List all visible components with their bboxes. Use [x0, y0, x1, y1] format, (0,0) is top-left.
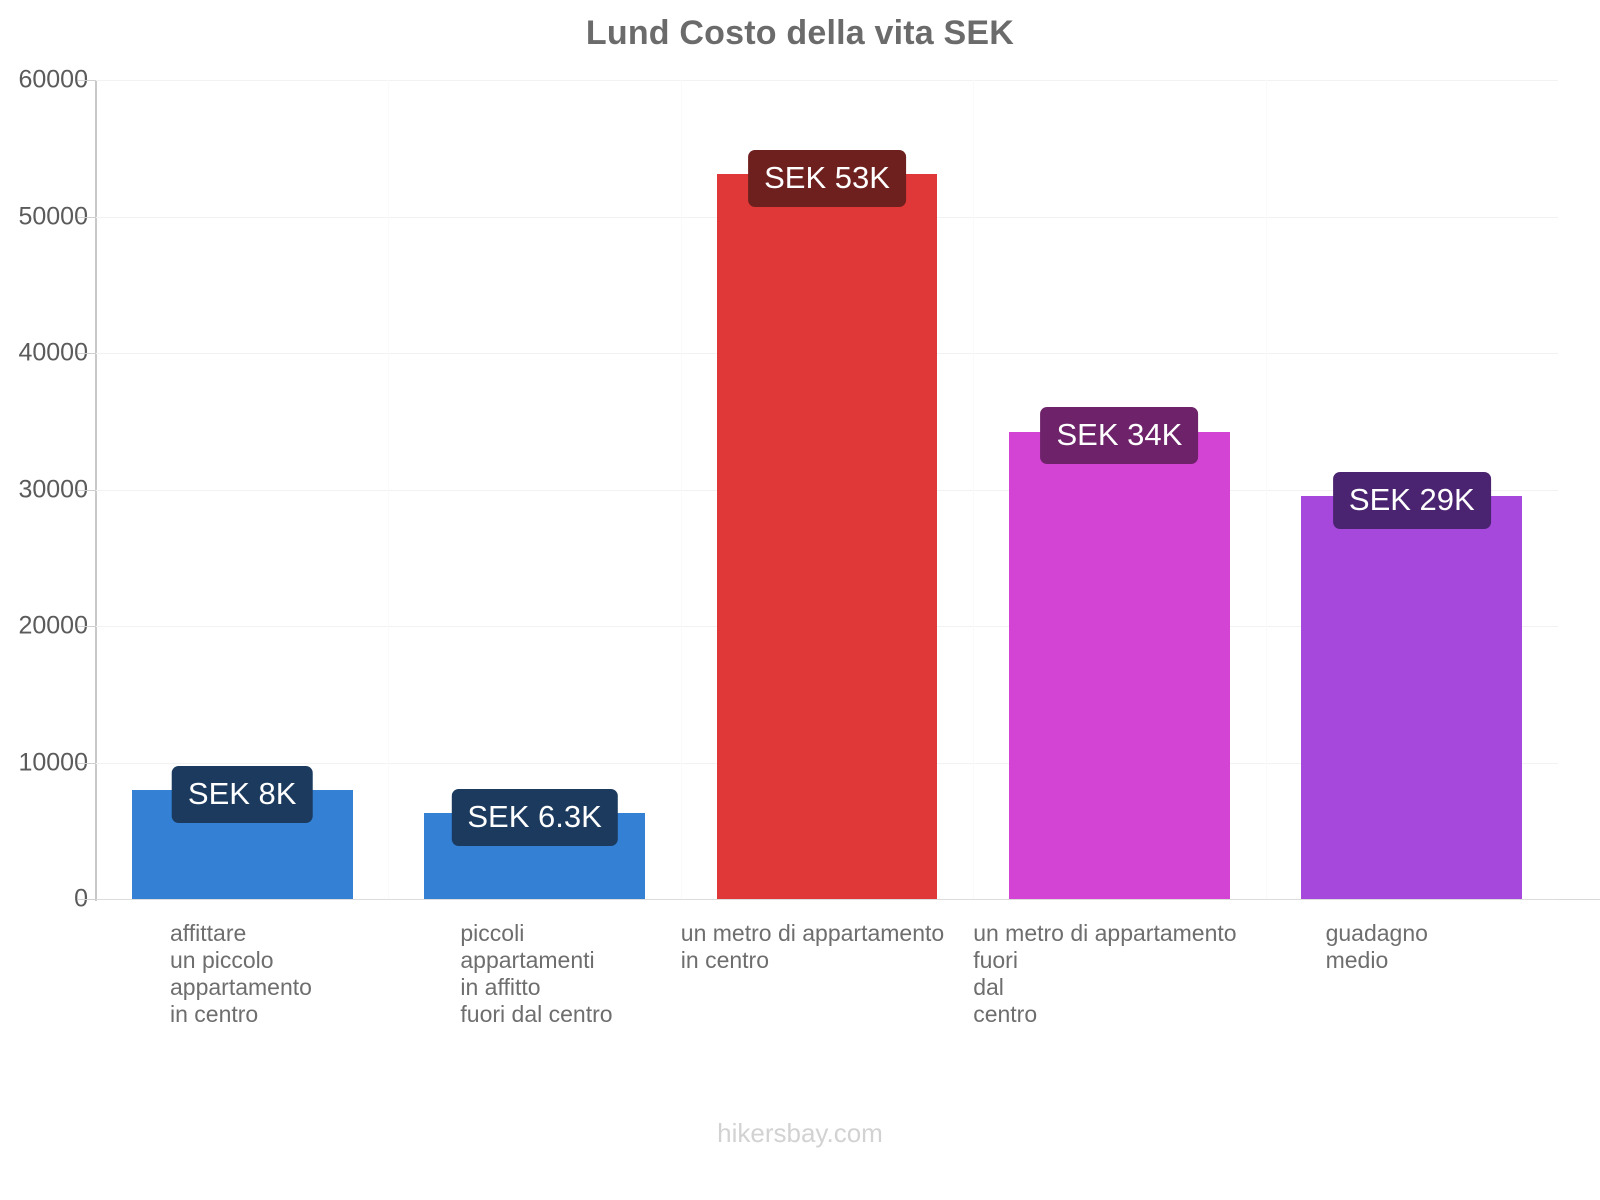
y-axis-tick-label: 60000: [18, 65, 88, 94]
bar-value-label: SEK 34K: [1040, 407, 1199, 465]
x-axis-tick-label: un metro di appartamento in centro: [680, 920, 945, 973]
category-separator: [973, 80, 975, 899]
y-axis-line: [95, 80, 97, 901]
plot-area: [96, 80, 1558, 900]
x-axis-tick-label: guadagno medio: [1325, 920, 1428, 973]
y-axis-tick: [78, 216, 96, 218]
y-axis-tick: [78, 489, 96, 491]
gridline: [96, 899, 1558, 900]
y-axis-tick: [78, 626, 96, 627]
category-separator: [388, 80, 390, 899]
y-axis-tick-label: 0: [74, 884, 88, 913]
y-axis-tick-label: 30000: [18, 475, 88, 503]
chart-title: Lund Costo della vita SEK: [585, 14, 1015, 52]
bar-value-label: SEK 53K: [748, 150, 906, 208]
bar-value-label: SEK 6.3K: [451, 789, 618, 846]
bar[interactable]: [1301, 496, 1523, 899]
y-axis-tick: [78, 353, 96, 354]
bar-value-label: SEK 8K: [171, 766, 313, 823]
y-axis-tick-labels: 0 10000 20000 30000 40000 50000 60000: [0, 0, 88, 1200]
footer-watermark: hikersbay.com: [717, 1118, 883, 1148]
y-axis-tick-label: 20000: [18, 611, 88, 640]
gridline: [96, 80, 1558, 81]
category-separator: [680, 80, 682, 899]
y-axis-tick-label: 40000: [18, 338, 88, 367]
y-axis-tick-label: 50000: [18, 202, 88, 230]
x-axis-tick-label: un metro di appartamento fuori dal centr…: [973, 920, 1237, 1027]
y-axis-tick-label: 10000: [18, 748, 88, 776]
x-axis-tick-label: affittare un piccolo appartamento in cen…: [170, 920, 312, 1027]
bar[interactable]: [1009, 431, 1230, 899]
bar-value-label: SEK 29K: [1332, 472, 1491, 530]
y-axis-tick: [78, 762, 96, 764]
bar[interactable]: [716, 174, 938, 899]
category-separator: [1265, 80, 1267, 899]
y-axis-tick: [78, 80, 96, 81]
y-axis-tick: [78, 899, 96, 900]
x-axis-tick-label: piccoli appartamenti in affitto fuori da…: [460, 920, 613, 1027]
